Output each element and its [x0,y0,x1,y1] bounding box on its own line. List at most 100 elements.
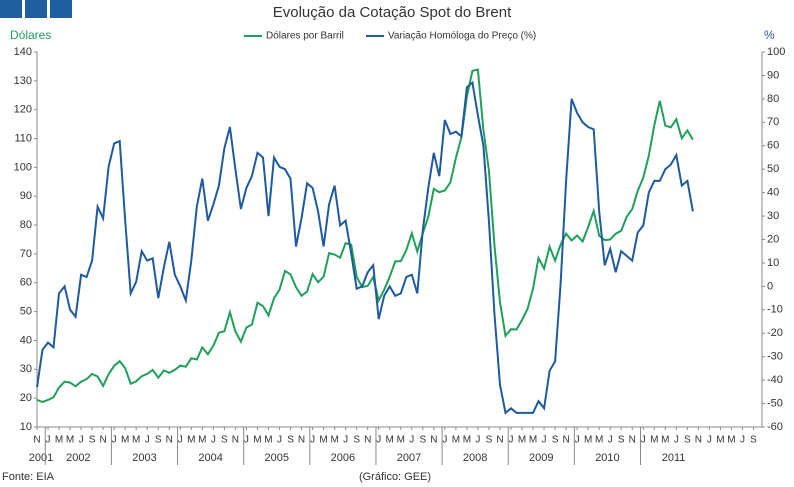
x-tick-label: J [608,435,613,446]
x-tick-label: M [584,435,592,446]
y2-tick-label: 100 [767,46,785,58]
x-tick-label: J [46,435,51,446]
logo-square [50,0,72,18]
x-tick-label: J [409,435,414,446]
x-tick-label: S [684,435,691,446]
x-tick-label: N [430,435,437,446]
x-tick-label: N [100,435,107,446]
y2-tick-label: 80 [767,93,779,105]
x-tick-label: N [629,435,636,446]
x-tick-label: M [397,435,405,446]
y-axis-label: Dólares [10,28,51,42]
x-tick-label: M [253,435,261,446]
x-tick-label: S [287,435,294,446]
x-tick-label: N [364,435,371,446]
x-tick-label: J [475,435,480,446]
x-tick-label: S [353,435,360,446]
y2-tick-label: 20 [767,233,779,245]
x-tick-label: J [740,435,745,446]
x-tick-label: M [463,435,471,446]
x-tick-label: N [562,435,569,446]
x-tick-label: S [552,435,559,446]
x-tick-label: M [650,435,658,446]
y2-axis-label: % [764,28,775,42]
year-label: 2003 [132,452,156,464]
x-tick-label: N [232,435,239,446]
y-tick-label: 10 [20,421,32,433]
x-tick-label: J [79,435,84,446]
y2-tick-label: 70 [767,116,779,128]
y-tick-label: 140 [14,46,32,58]
y-tick-label: 40 [20,334,32,346]
y-tick-label: 80 [20,219,32,231]
x-tick-label: J [343,435,348,446]
x-tick-label: N [496,435,503,446]
year-label: 2004 [198,452,222,464]
y2-tick-label: -20 [767,327,783,339]
y2-tick-label: 30 [767,210,779,222]
x-tick-label: M [55,435,63,446]
x-tick-label: J [376,435,381,446]
x-tick-label: N [298,435,305,446]
x-tick-label: J [674,435,679,446]
x-tick-label: J [277,435,282,446]
logo-square [0,0,22,18]
x-tick-label: J [211,435,216,446]
x-tick-label: J [112,435,117,446]
year-label: 2011 [662,452,686,464]
x-tick-label: J [244,435,249,446]
x-tick-label: M [529,435,537,446]
x-tick-label: M [716,435,724,446]
y2-tick-label: -40 [767,374,783,386]
x-tick-label: M [264,435,272,446]
line-series [36,68,694,403]
year-label: 2008 [463,452,487,464]
year-label: 2010 [595,452,619,464]
y2-tick-label: -10 [767,304,783,316]
x-tick-label: J [442,435,447,446]
y-tick-label: 130 [14,75,32,87]
credit: (Gráfico: GEE) [359,471,431,483]
y-tick-label: 100 [14,161,32,173]
y2-tick-label: 50 [767,163,779,175]
x-tick-label: S [419,435,426,446]
x-tick-label: M [518,435,526,446]
x-tick-label: N [695,435,702,446]
y-tick-label: 50 [20,306,32,318]
x-tick-label: J [145,435,150,446]
x-tick-label: J [310,435,315,446]
x-tick-label: J [178,435,183,446]
x-tick-label: S [221,435,228,446]
x-tick-label: M [330,435,338,446]
x-tick-label: S [486,435,493,446]
x-tick-label: S [89,435,96,446]
y2-tick-label: -30 [767,351,783,363]
chart-title: Evolução da Cotação Spot do Brent [273,4,512,21]
x-tick-label: M [66,435,74,446]
y-tick-label: 70 [20,248,32,260]
source: Fonte: EIA [2,471,55,483]
x-tick-label: S [750,435,757,446]
y-tick-label: 110 [14,132,32,144]
logo-square [25,0,47,18]
x-tick-label: M [452,435,460,446]
x-tick-label: M [121,435,129,446]
legend-label: Dólares por Barril [266,31,344,42]
x-tick-label: M [727,435,735,446]
x-tick-label: M [198,435,206,446]
x-tick-label: J [641,435,646,446]
y-tick-label: 60 [20,277,32,289]
year-label: 2007 [397,452,421,464]
x-tick-label: N [166,435,173,446]
x-tick-label: M [595,435,603,446]
year-label: 2005 [265,452,289,464]
y-tick-label: 120 [14,104,32,116]
y2-tick-label: 10 [767,257,779,269]
y2-tick-label: -60 [767,421,783,433]
x-tick-label: J [508,435,513,446]
year-label: 2009 [529,452,553,464]
y-tick-label: 30 [20,363,32,375]
x-tick-label: M [386,435,394,446]
x-tick-label: N [33,435,40,446]
